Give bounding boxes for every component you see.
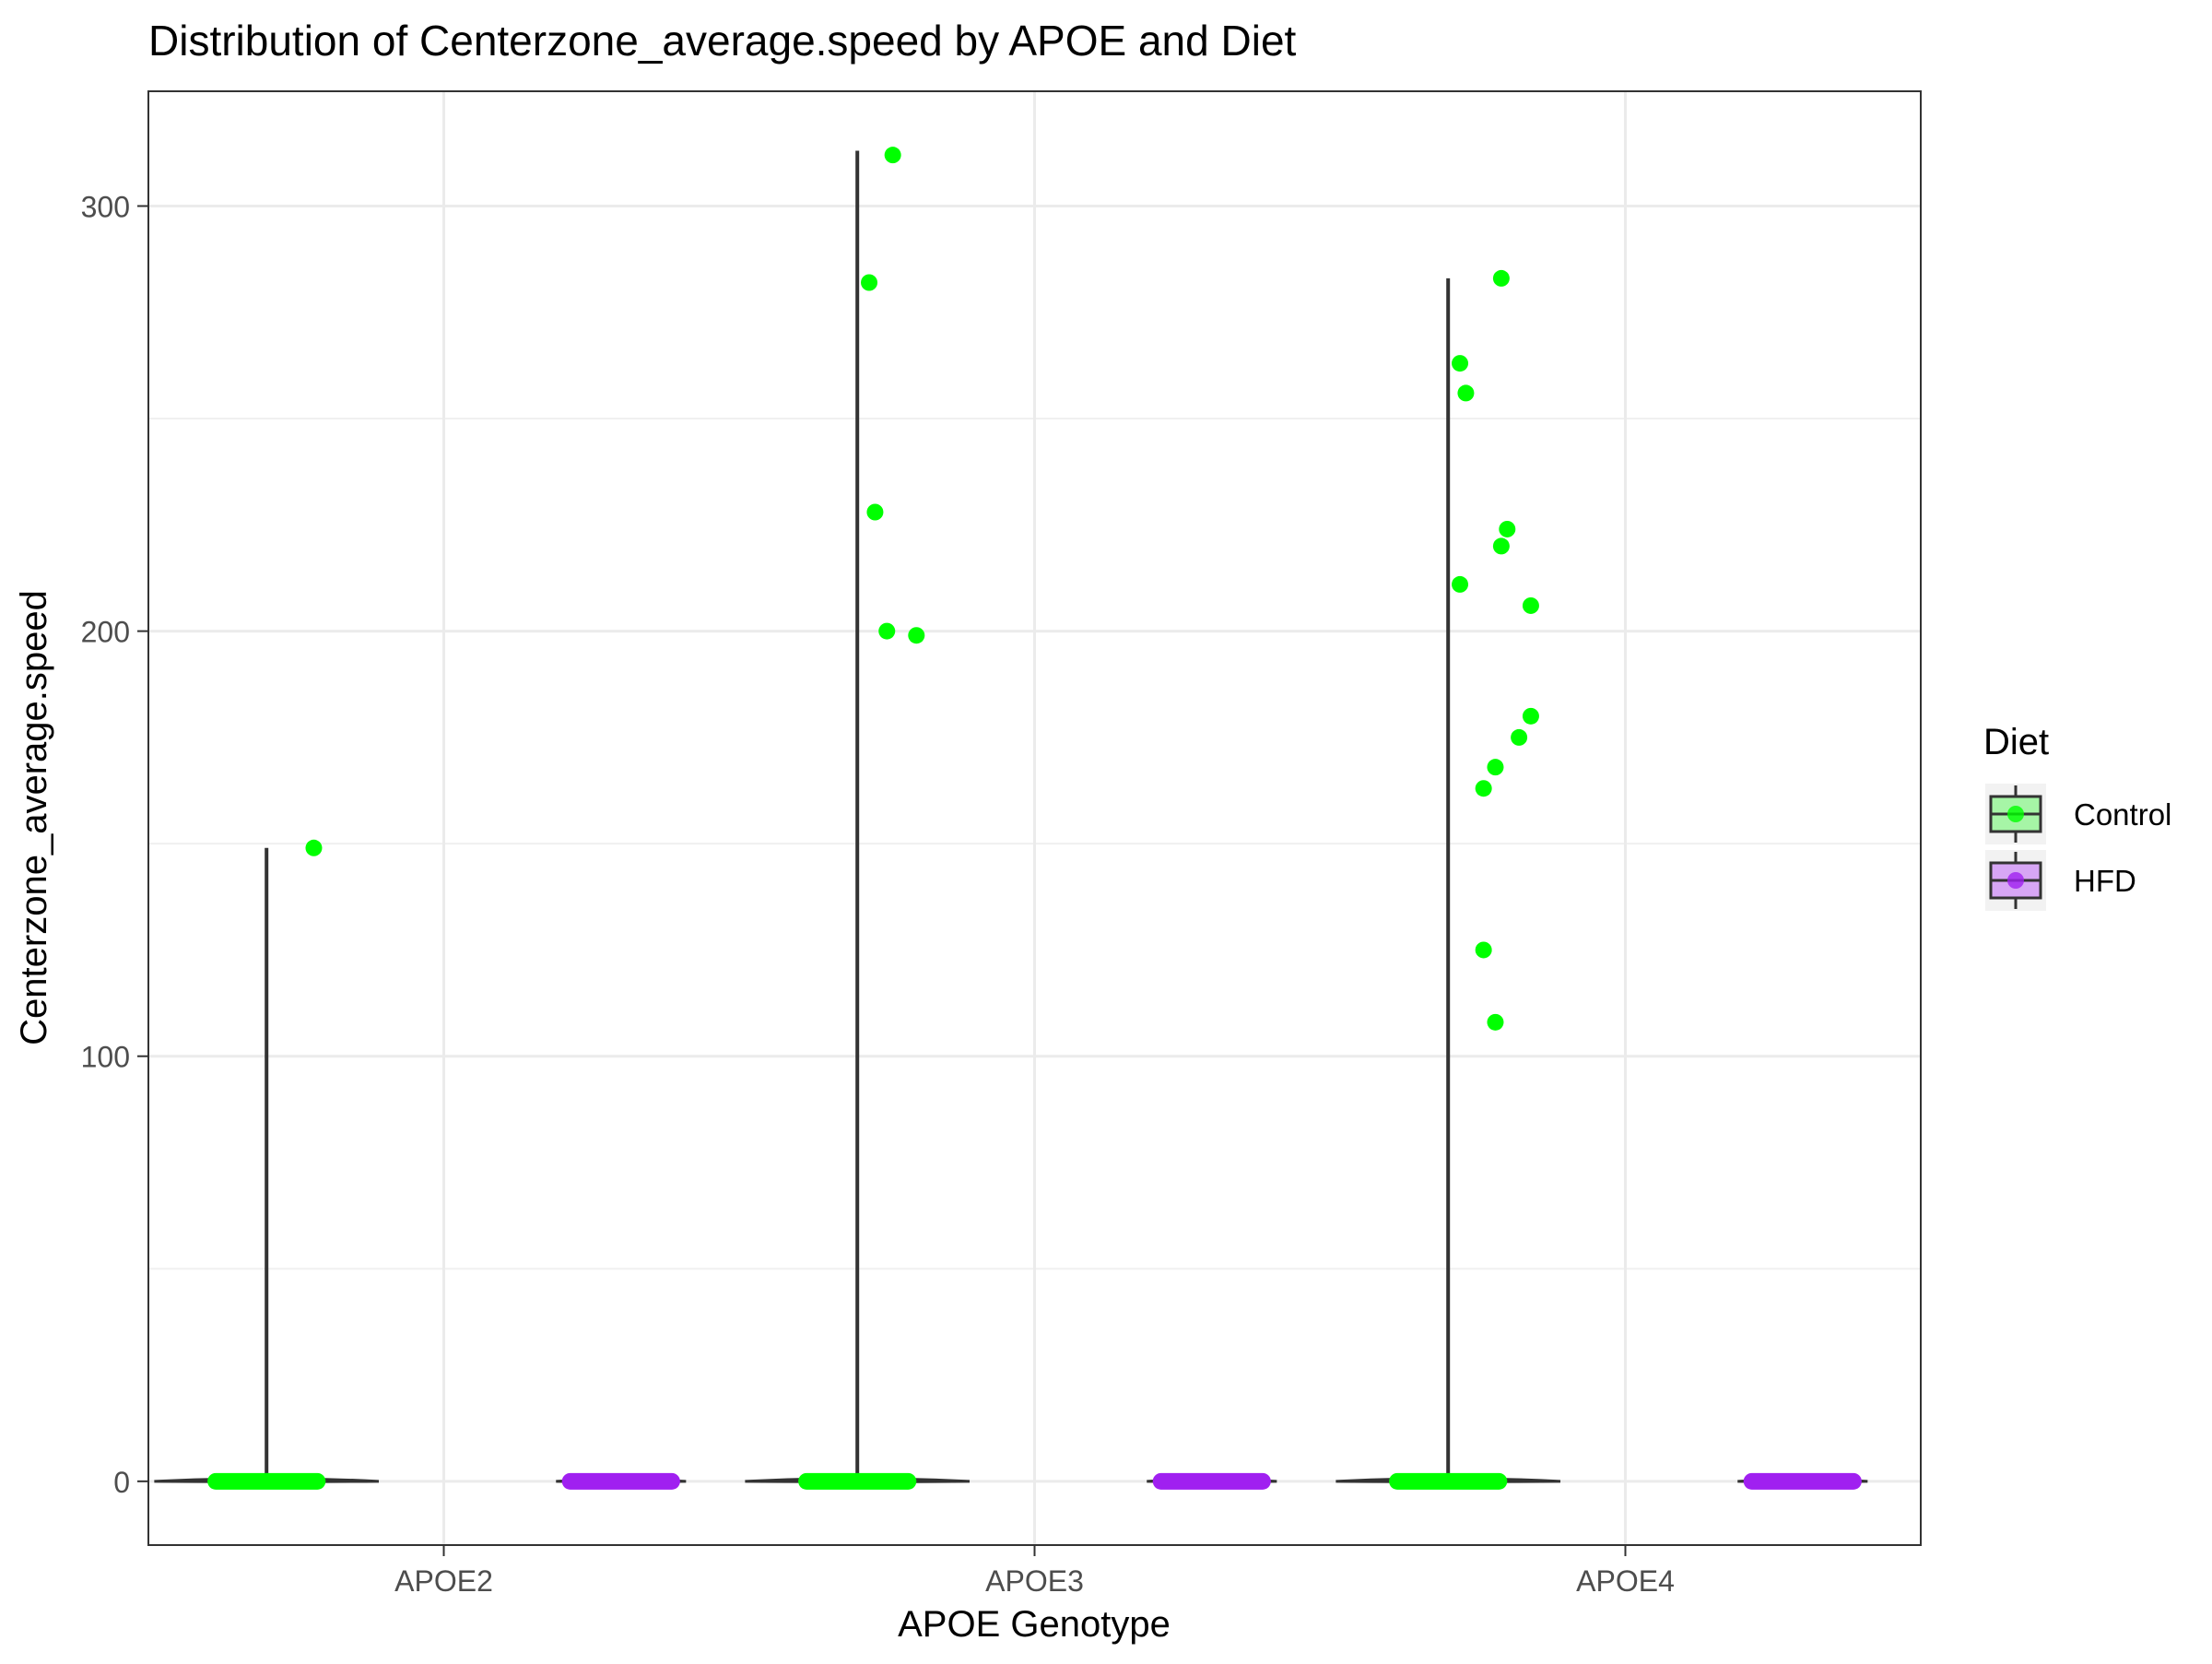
point-cluster-hfd-apoe2 <box>561 1472 680 1490</box>
data-point-control <box>1487 759 1504 776</box>
data-point-control <box>861 274 878 291</box>
data-point-control <box>1492 269 1510 287</box>
legend-label-hfd: HFD <box>2074 864 2136 898</box>
data-point-control <box>884 147 901 164</box>
point-cluster-hfd-apoe3 <box>1152 1472 1271 1490</box>
data-point-control <box>908 627 925 644</box>
axes: 0 100 200 300 APOE2 APOE3 APOE4 <box>81 191 1675 1599</box>
y-tick-label: 0 <box>113 1466 130 1499</box>
data-point-control <box>1522 707 1539 725</box>
legend: Diet Control HFD <box>1983 722 2171 911</box>
jitter-points <box>207 147 1862 1490</box>
legend-label-control: Control <box>2074 797 2171 832</box>
y-tick-label: 200 <box>81 616 130 649</box>
data-point-control <box>1457 384 1475 402</box>
legend-key-point-hfd <box>2007 872 2024 889</box>
legend-title: Diet <box>1983 722 2049 762</box>
point-cluster-hfd-apoe4 <box>1743 1472 1862 1490</box>
x-tick-label: APOE2 <box>394 1564 493 1598</box>
data-point-control <box>1511 728 1528 746</box>
y-axis-title: Centerzone_average.speed <box>14 590 54 1045</box>
data-point-control <box>1487 1013 1504 1031</box>
data-point-control <box>866 503 884 521</box>
data-point-control <box>1492 537 1510 555</box>
data-point-control <box>1499 520 1516 537</box>
data-point-control <box>1475 941 1492 959</box>
y-tick-label: 300 <box>81 191 130 224</box>
x-tick-label: APOE3 <box>985 1564 1084 1598</box>
chart-title: Distribution of Centerzone_average.speed… <box>148 17 1297 65</box>
legend-key-point-control <box>2007 806 2024 822</box>
point-cluster-control-apoe2 <box>207 1472 326 1490</box>
data-point-control <box>1452 355 1469 372</box>
x-axis-title: APOE Genotype <box>898 1604 1171 1645</box>
data-point-control <box>1452 575 1469 593</box>
data-point-control <box>1522 596 1539 614</box>
y-tick-label: 100 <box>81 1041 130 1074</box>
data-point-control <box>878 622 896 640</box>
data-point-control <box>1475 780 1492 797</box>
point-cluster-control-apoe3 <box>798 1472 917 1490</box>
point-cluster-control-apoe4 <box>1389 1472 1508 1490</box>
x-tick-label: APOE4 <box>1576 1564 1675 1598</box>
data-point-control <box>305 839 323 856</box>
grid-lines <box>148 91 1921 1545</box>
